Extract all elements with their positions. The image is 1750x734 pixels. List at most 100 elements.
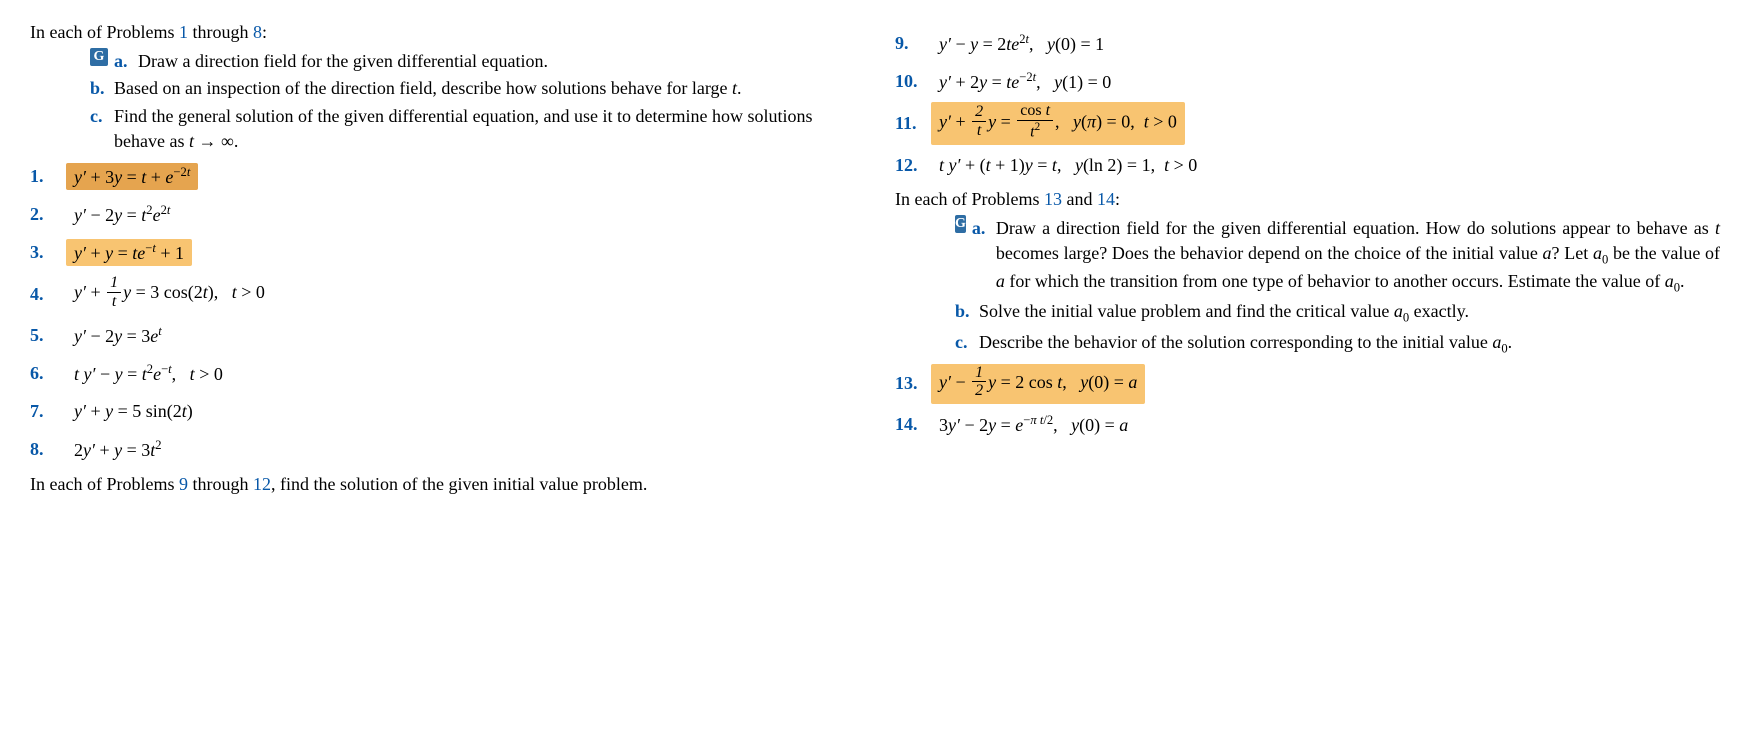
intro-2: In each of Problems 9 through 12, find t…: [30, 472, 855, 497]
instr2-a-body: Draw a direction field for the given dif…: [996, 216, 1720, 298]
t: exactly.: [1414, 301, 1469, 321]
problem-row: 12.t y′ + (t + 1)y = t, y(ln 2) = 1, t >…: [895, 149, 1720, 183]
instr1-c-body: Find the general solution of the given d…: [114, 104, 855, 154]
s: 0: [1403, 311, 1409, 325]
intro2-mid: through: [188, 474, 253, 494]
t: Solve the initial value problem and find…: [979, 301, 1389, 321]
intro1-prefix: In each of Problems: [30, 22, 179, 42]
instr2-b-label: b.: [955, 299, 979, 324]
right-column: 9.y′ − y = 2te2t, y(0) = 110.y′ + 2y = t…: [895, 20, 1720, 501]
instr1-a-label: a.: [114, 49, 138, 74]
intro3-mid: and: [1062, 189, 1097, 209]
intro1-n2: 8: [253, 22, 262, 42]
instr1-b-text: Based on an inspection of the direction …: [114, 78, 728, 98]
instr2-a: G a. Draw a direction field for the give…: [955, 216, 1720, 298]
problem-row: 2.y′ − 2y = t2e2t: [30, 198, 855, 232]
problem-number: 11.: [895, 113, 931, 134]
intro1-n1: 1: [179, 22, 188, 42]
intro2-suffix: , find the solution of the given initial…: [271, 474, 647, 494]
instruction-set-2: G a. Draw a direction field for the give…: [895, 216, 1720, 358]
problem-row: 13.y′ − 12y = 2 cos t, y(0) = a: [895, 364, 1720, 404]
v: a: [1593, 243, 1602, 263]
v: a: [1665, 271, 1674, 291]
problem-row: 4.y′ + 1ty = 3 cos(2t), t > 0: [30, 274, 855, 314]
problem-number: 14.: [895, 414, 931, 435]
t: be the value of: [1613, 243, 1720, 263]
problem-row: 3.y′ + y = te−t + 1: [30, 236, 855, 270]
problem-equation: 2y′ + y = 3t2: [66, 436, 170, 463]
instr1-b-label: b.: [90, 76, 114, 101]
problem-equation: y′ + 2y = te−2t, y(1) = 0: [931, 68, 1119, 95]
problem-number: 7.: [30, 401, 66, 422]
t: Describe the behavior of the solution co…: [979, 332, 1488, 352]
page-container: In each of Problems 1 through 8: G a. Dr…: [30, 20, 1720, 501]
intro3-n1: 13: [1044, 189, 1062, 209]
problem-row: 5.y′ − 2y = 3et: [30, 318, 855, 352]
t: .: [1680, 271, 1685, 291]
problem-equation: t y′ − y = t2e−t, t > 0: [66, 360, 231, 387]
problems-1-8: 1.y′ + 3y = t + e−2t2.y′ − 2y = t2e2t3.y…: [30, 160, 855, 466]
problem-row: 10.y′ + 2y = te−2t, y(1) = 0: [895, 64, 1720, 98]
problem-number: 1.: [30, 166, 66, 187]
problem-row: 9.y′ − y = 2te2t, y(0) = 1: [895, 26, 1720, 60]
instruction-set-1: G a. Draw a direction field for the give…: [30, 49, 855, 154]
instr2-a-label: a.: [972, 216, 996, 241]
t: ? Let: [1552, 243, 1589, 263]
t: Draw a direction field for the given dif…: [996, 218, 1709, 238]
instr2-c-body: Describe the behavior of the solution co…: [979, 330, 1512, 358]
instr1-c-arrow: → ∞.: [194, 131, 238, 151]
problems-9-12: 9.y′ − y = 2te2t, y(0) = 110.y′ + 2y = t…: [895, 26, 1720, 183]
instr1-b-body: Based on an inspection of the direction …: [114, 76, 742, 101]
t: becomes large? Does the behavior depend …: [996, 243, 1538, 263]
problem-row: 11.y′ + 2ty = cos tt2, y(π) = 0, t > 0: [895, 102, 1720, 145]
problem-equation: y′ − y = 2te2t, y(0) = 1: [931, 30, 1112, 57]
problem-number: 3.: [30, 242, 66, 263]
instr2-c: c. Describe the behavior of the solution…: [955, 330, 1720, 358]
problem-equation: 3y′ − 2y = e−π t/2, y(0) = a: [931, 411, 1136, 438]
problem-number: 13.: [895, 373, 931, 394]
problem-equation: y′ − 2y = 3et: [66, 322, 170, 349]
problem-equation: y′ + 1ty = 3 cos(2t), t > 0: [66, 274, 273, 314]
s: 0: [1602, 252, 1608, 266]
g-badge: G: [90, 48, 108, 66]
instr1-b-tail: .: [737, 78, 742, 98]
problem-row: 1.y′ + 3y = t + e−2t: [30, 160, 855, 194]
instr1-b: b. Based on an inspection of the directi…: [90, 76, 855, 101]
problem-number: 4.: [30, 284, 66, 305]
g-badge: G: [955, 215, 966, 233]
problem-number: 10.: [895, 71, 931, 92]
problem-number: 9.: [895, 33, 931, 54]
instr2-c-label: c.: [955, 330, 979, 355]
intro-1: In each of Problems 1 through 8:: [30, 20, 855, 45]
problems-13-14: 13.y′ − 12y = 2 cos t, y(0) = a14.3y′ − …: [895, 364, 1720, 442]
v: a: [1543, 243, 1552, 263]
intro2-n1: 9: [179, 474, 188, 494]
intro2-prefix: In each of Problems: [30, 474, 179, 494]
intro2-n2: 12: [253, 474, 271, 494]
problem-number: 5.: [30, 325, 66, 346]
problem-equation: y′ − 2y = t2e2t: [66, 201, 178, 228]
problem-equation: y′ + 3y = t + e−2t: [66, 163, 198, 190]
v: a: [1394, 301, 1403, 321]
problem-number: 6.: [30, 363, 66, 384]
problem-number: 12.: [895, 155, 931, 176]
problem-equation: t y′ + (t + 1)y = t, y(ln 2) = 1, t > 0: [931, 153, 1205, 178]
intro3-n2: 14: [1097, 189, 1115, 209]
problem-equation: y′ + y = te−t + 1: [66, 239, 192, 266]
instr2-b-body: Solve the initial value problem and find…: [979, 299, 1469, 327]
problem-equation: y′ + y = 5 sin(2t): [66, 399, 201, 424]
problem-row: 8.2y′ + y = 3t2: [30, 432, 855, 466]
intro3-suffix: :: [1115, 189, 1120, 209]
instr1-a: G a. Draw a direction field for the give…: [90, 49, 855, 74]
problem-row: 14.3y′ − 2y = e−π t/2, y(0) = a: [895, 408, 1720, 442]
problem-equation: y′ − 12y = 2 cos t, y(0) = a: [931, 364, 1145, 404]
problem-number: 8.: [30, 439, 66, 460]
intro-3: In each of Problems 13 and 14:: [895, 187, 1720, 212]
left-column: In each of Problems 1 through 8: G a. Dr…: [30, 20, 855, 501]
problem-equation: y′ + 2ty = cos tt2, y(π) = 0, t > 0: [931, 102, 1185, 145]
intro1-mid: through: [188, 22, 253, 42]
instr2-b: b. Solve the initial value problem and f…: [955, 299, 1720, 327]
problem-row: 7.y′ + y = 5 sin(2t): [30, 394, 855, 428]
t: .: [1508, 332, 1513, 352]
instr1-c-label: c.: [90, 104, 114, 129]
